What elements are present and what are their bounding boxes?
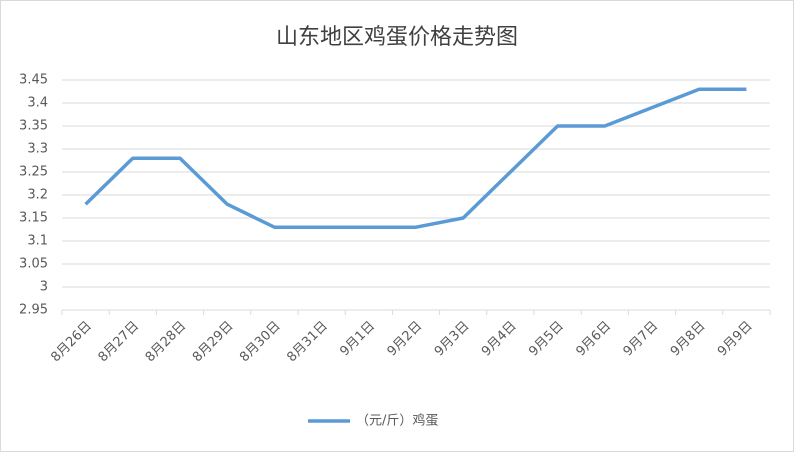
chart-title: 山东地区鸡蛋价格走势图 — [276, 25, 518, 50]
y-tick-label: 3.4 — [27, 96, 48, 111]
y-tick-label: 3.35 — [19, 119, 48, 134]
y-tick-label: 2.95 — [19, 303, 48, 318]
y-tick-label: 3.25 — [19, 165, 48, 180]
y-tick-label: 3.2 — [27, 188, 48, 203]
data-line — [84, 87, 747, 229]
y-tick-label: 3.05 — [19, 257, 48, 272]
legend-label: （元/斤）鸡蛋 — [356, 413, 438, 429]
y-tick-label: 3.15 — [19, 211, 48, 226]
y-tick-label: 3.45 — [19, 73, 48, 88]
y-tick-label: 3.1 — [27, 234, 48, 249]
y-tick-label: 3.3 — [27, 142, 48, 157]
y-tick-label: 3 — [40, 280, 48, 295]
